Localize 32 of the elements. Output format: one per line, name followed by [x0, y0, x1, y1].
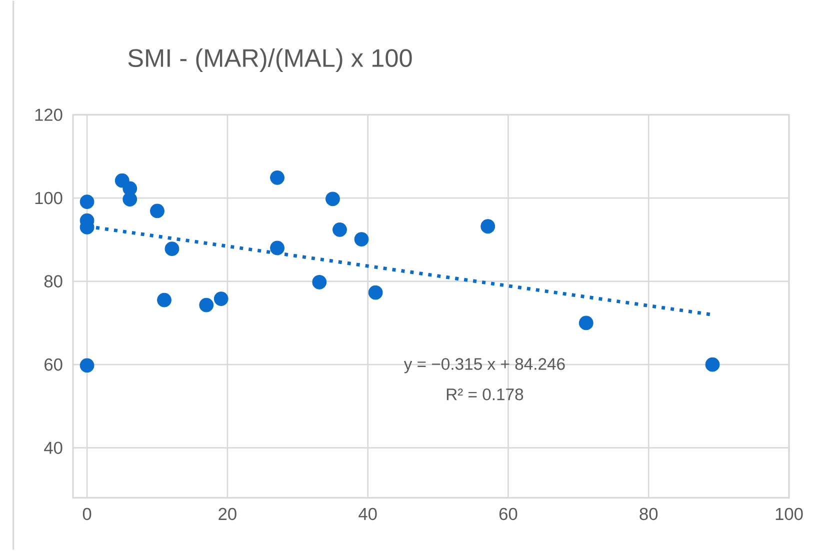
point — [354, 232, 369, 247]
x-tick-label: 80 — [640, 508, 658, 520]
y-tick-label: 120 — [35, 108, 62, 122]
y-tick-label: 40 — [44, 442, 62, 454]
point — [326, 192, 340, 206]
point — [480, 219, 496, 234]
point — [80, 358, 94, 373]
x-tick-label: 20 — [218, 508, 236, 520]
y-tick-label: 100 — [35, 192, 62, 204]
point — [150, 204, 164, 218]
point — [312, 275, 327, 290]
point — [157, 293, 172, 308]
chart-title: SMI - (MAR)/(MAL) x 100 — [128, 48, 412, 72]
point — [270, 241, 284, 256]
point — [199, 298, 214, 312]
x-tick-label: 60 — [499, 508, 518, 520]
annotation: R² = 0.178 — [446, 388, 524, 400]
point — [705, 358, 720, 372]
y-tick-label: 80 — [44, 275, 62, 288]
point — [164, 242, 180, 256]
x-tick-label: 0 — [82, 508, 92, 520]
point — [80, 194, 94, 210]
point — [122, 192, 138, 207]
x-tick-label: 40 — [358, 508, 377, 520]
point — [270, 170, 284, 186]
annotation: y = −0.315 x + 84.246 — [404, 358, 565, 374]
point — [578, 316, 594, 330]
x-tick-label: 100 — [776, 508, 803, 520]
y-tick-label: 60 — [44, 358, 62, 371]
point — [368, 286, 383, 300]
point — [214, 292, 228, 306]
point — [332, 222, 347, 238]
